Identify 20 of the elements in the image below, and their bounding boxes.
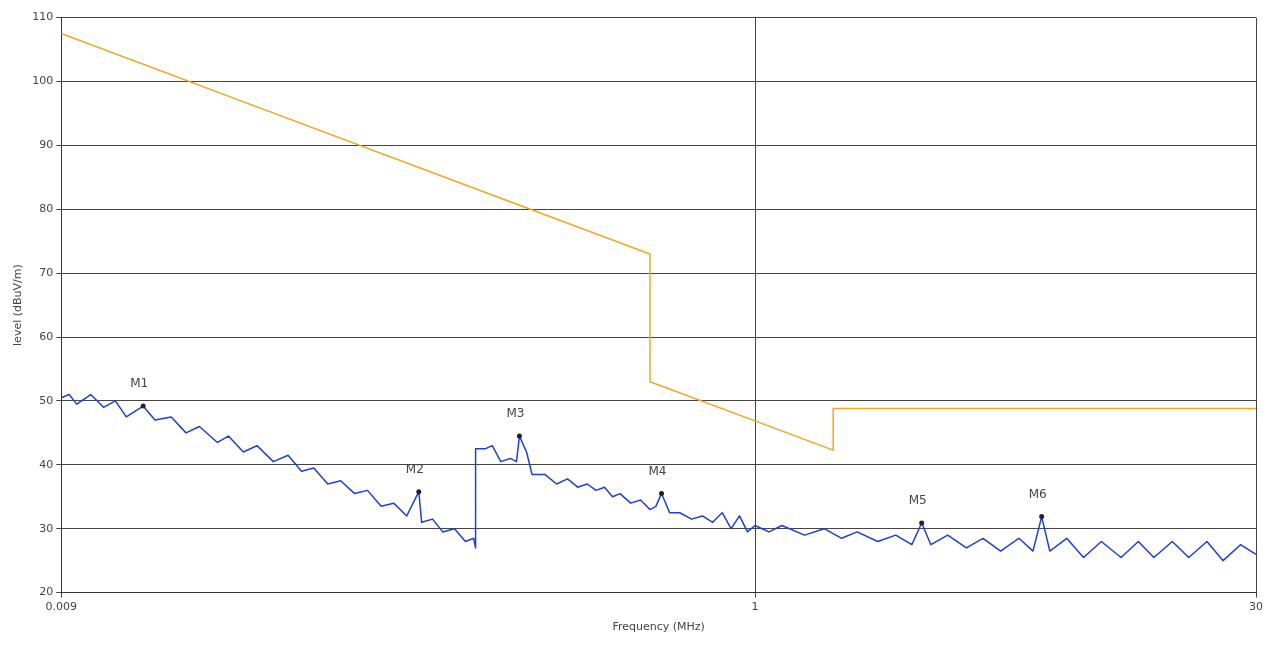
y-tick-label: 70: [39, 266, 54, 280]
y-tick-label: 40: [39, 457, 54, 471]
y-tick-label: 60: [39, 329, 54, 343]
y-tick-label: 80: [39, 202, 54, 216]
x-tick-label: 0.009: [45, 600, 77, 614]
annotation: M3: [506, 406, 525, 421]
x-tick-label: 1: [751, 600, 759, 614]
y-tick-label: 50: [39, 393, 54, 407]
y-tick-label: 20: [39, 585, 54, 599]
annotation: M4: [648, 463, 667, 478]
annotation: M1: [130, 376, 149, 391]
y-tick-label: 100: [32, 74, 54, 88]
y-tick-label: 90: [39, 138, 54, 152]
x-tick-label: 30: [1249, 600, 1263, 614]
y-tick-label: 110: [32, 10, 54, 24]
annotation: M6: [1028, 486, 1047, 501]
y-tick-label: 30: [39, 521, 54, 535]
x-axis-title: Frequency (MHz): [612, 620, 705, 634]
annotation: M5: [908, 493, 927, 508]
y-axis-title: level (dBuV/m): [11, 264, 25, 346]
